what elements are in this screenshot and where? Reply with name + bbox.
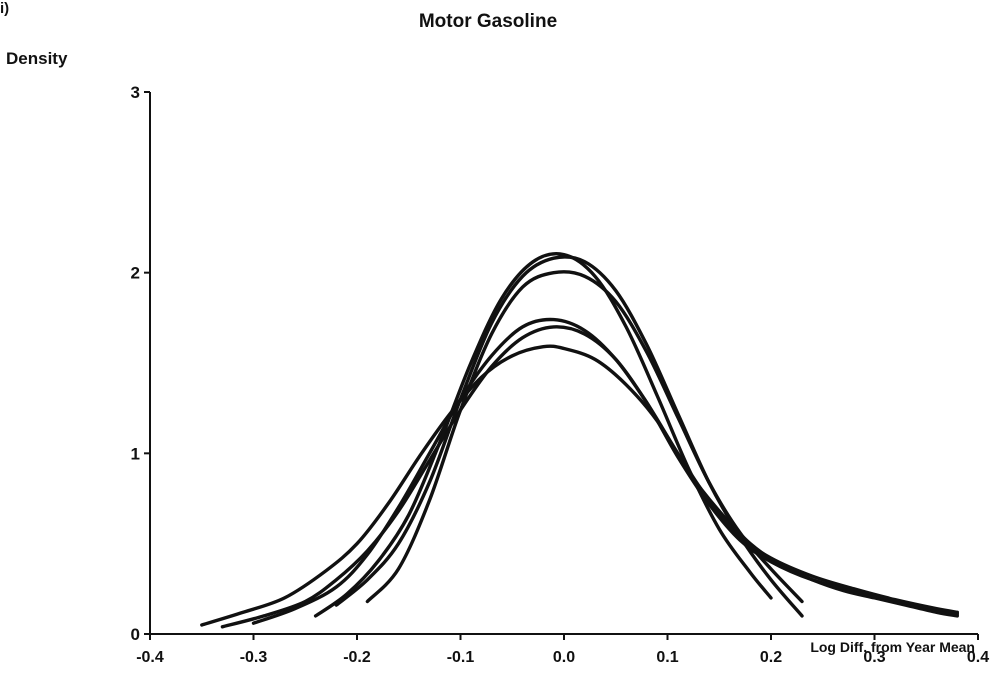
density-curve-3 — [251, 317, 959, 625]
y-tick-label: 1 — [131, 444, 140, 463]
density-curve-1 — [200, 344, 959, 627]
x-tick-label: 0.0 — [553, 649, 575, 666]
y-tick-label: 2 — [131, 264, 140, 283]
panel-label: i) — [0, 0, 9, 17]
x-tick-label: -0.3 — [240, 649, 268, 666]
density-curve-2 — [220, 325, 959, 629]
density-curve-5 — [334, 255, 804, 618]
x-tick-label: -0.2 — [343, 649, 371, 666]
density-curve-6 — [365, 270, 804, 604]
y-axis-label: Density — [6, 49, 68, 68]
x-axis-label: Log Diff. from Year Mean — [810, 639, 975, 655]
chart-title: Motor Gasoline — [419, 11, 557, 32]
x-tick-label: -0.4 — [136, 649, 164, 666]
x-tick-label: 0.3 — [863, 649, 885, 666]
y-ticks: 0 1 2 3 — [131, 83, 150, 644]
x-ticks: -0.4 -0.3 -0.2 -0.1 0.0 0.1 0.2 0.3 0.4 — [136, 634, 989, 666]
x-tick-label: 0.1 — [656, 649, 678, 666]
density-curve-4 — [313, 252, 773, 618]
x-tick-label: 0.4 — [967, 649, 989, 666]
density-curves — [200, 252, 959, 629]
y-tick-label: 3 — [131, 83, 140, 102]
y-tick-label: 0 — [131, 625, 140, 644]
x-tick-label: -0.1 — [447, 649, 475, 666]
x-tick-label: 0.2 — [760, 649, 782, 666]
